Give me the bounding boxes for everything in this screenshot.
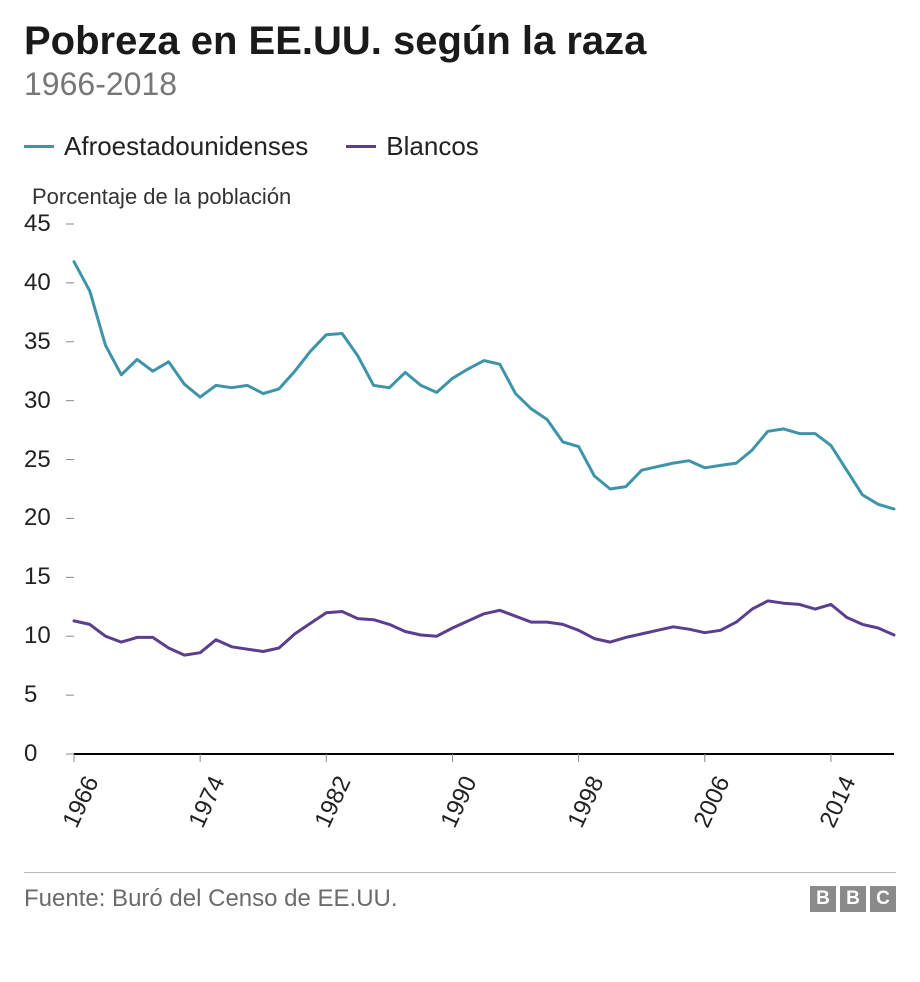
y-axis-title: Porcentaje de la población: [32, 184, 896, 210]
chart-title: Pobreza en EE.UU. según la raza: [24, 18, 896, 64]
y-tick-label: 20: [24, 504, 51, 532]
y-tick-label: 25: [24, 446, 51, 474]
y-tick-label: 10: [24, 622, 51, 650]
legend-label: Blancos: [386, 131, 479, 162]
y-tick-label: 30: [24, 387, 51, 415]
legend-item: Afroestadounidenses: [24, 131, 308, 162]
legend-swatch: [346, 145, 376, 148]
y-tick-label: 35: [24, 328, 51, 356]
legend-label: Afroestadounidenses: [64, 131, 308, 162]
chart-area: 051015202530354045 196619741982199019982…: [24, 214, 896, 854]
bbc-logo: BBC: [810, 886, 896, 912]
source-label: Fuente: Buró del Censo de EE.UU.: [24, 885, 398, 913]
y-tick-label: 0: [24, 740, 37, 768]
y-tick-label: 5: [24, 681, 37, 709]
bbc-logo-box: B: [810, 886, 836, 912]
bbc-logo-box: B: [840, 886, 866, 912]
y-tick-label: 40: [24, 269, 51, 297]
series-line: [74, 601, 894, 655]
legend-swatch: [24, 145, 54, 148]
legend: Afroestadounidenses Blancos: [24, 131, 896, 162]
line-chart-svg: [24, 214, 896, 854]
y-tick-label: 15: [24, 563, 51, 591]
chart-footer: Fuente: Buró del Censo de EE.UU. BBC: [24, 872, 896, 913]
legend-item: Blancos: [346, 131, 479, 162]
bbc-logo-box: C: [870, 886, 896, 912]
y-tick-label: 45: [24, 210, 51, 238]
chart-subtitle: 1966-2018: [24, 66, 896, 103]
series-line: [74, 262, 894, 509]
